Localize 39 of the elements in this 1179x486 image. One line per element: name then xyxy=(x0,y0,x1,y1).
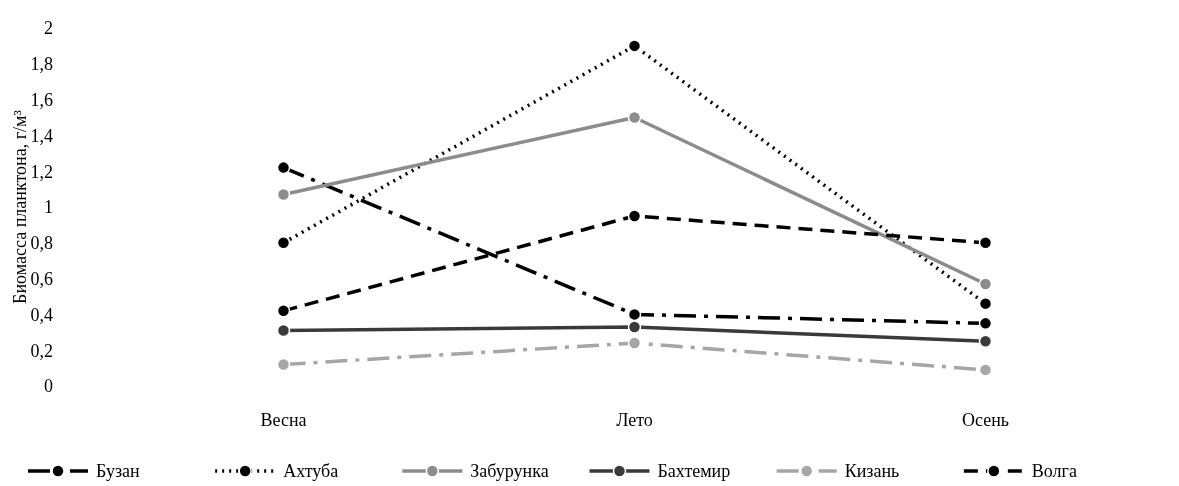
point xyxy=(627,39,642,53)
point xyxy=(627,209,642,223)
x-tick-label: Лето xyxy=(616,410,653,430)
point xyxy=(627,336,642,350)
legend-label: Ахтуба xyxy=(283,461,339,482)
point xyxy=(627,110,642,125)
point xyxy=(978,363,993,377)
y-tick-label: 1,2 xyxy=(30,161,53,182)
y-tick-label: 0,6 xyxy=(30,268,53,289)
y-tick-label: 1,6 xyxy=(30,89,53,110)
legend-label: Бузан xyxy=(96,461,140,482)
legend-label: Кизань xyxy=(844,461,900,482)
point xyxy=(978,236,993,250)
y-tick-label: 1,4 xyxy=(30,125,53,146)
point xyxy=(276,323,291,338)
x-tick-label: Весна xyxy=(260,410,307,430)
y-axis-title: Биомасса планктона, г/м³ xyxy=(10,109,30,304)
point xyxy=(978,277,993,291)
point xyxy=(978,334,993,348)
legend-label: Бахтемир xyxy=(657,461,731,482)
x-tick-label: Осень xyxy=(961,410,1010,430)
y-tick-label: 0 xyxy=(44,376,53,397)
point xyxy=(276,304,291,318)
point xyxy=(978,296,993,311)
legend-label: Забурунка xyxy=(470,461,549,482)
point xyxy=(276,160,291,175)
y-tick-label: 0,4 xyxy=(30,304,53,325)
point xyxy=(978,316,993,331)
y-tick-label: 1 xyxy=(44,197,53,218)
y-tick-label: 0,2 xyxy=(30,340,53,361)
point xyxy=(627,307,642,322)
y-tick-label: 1,8 xyxy=(30,54,53,75)
legend-label: Волга xyxy=(1031,461,1077,482)
y-tick-label: 2 xyxy=(44,18,53,39)
point xyxy=(276,187,291,202)
y-tick-label: 0,8 xyxy=(30,233,53,254)
point xyxy=(276,357,291,372)
point xyxy=(276,236,291,250)
point xyxy=(627,320,642,334)
